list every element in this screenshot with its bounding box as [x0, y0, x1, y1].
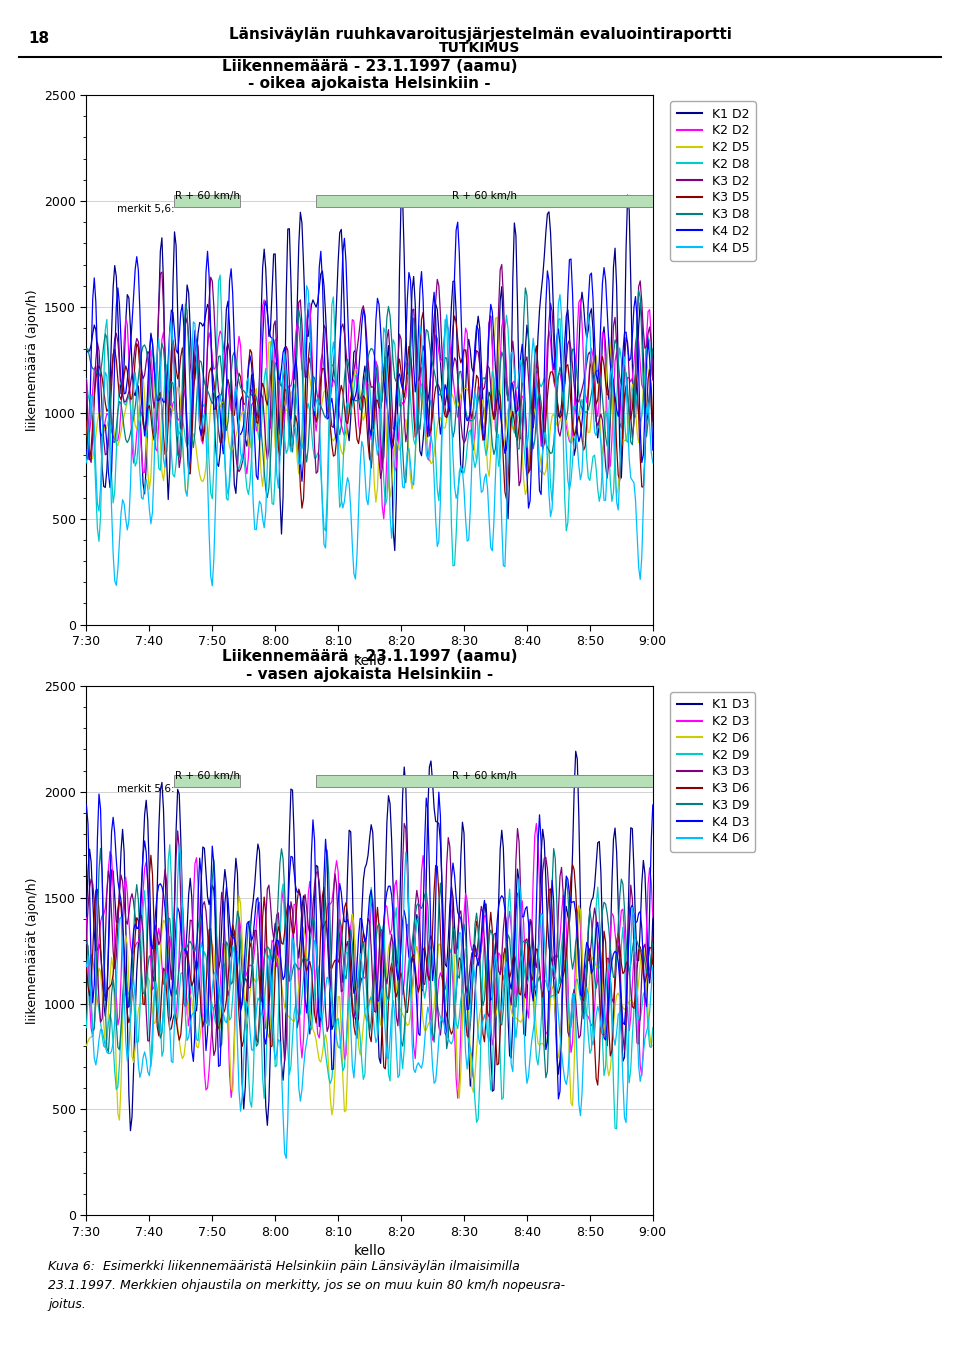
Bar: [316, 775, 653, 788]
Y-axis label: liikennemäärät (ajon/h): liikennemäärät (ajon/h): [26, 877, 38, 1024]
Text: R + 60 km/h: R + 60 km/h: [452, 771, 516, 781]
Title: Liikennemäärä - 23.1.1997 (aamu)
- vasen ajokaista Helsinkiin -: Liikennemäärä - 23.1.1997 (aamu) - vasen…: [222, 649, 517, 682]
Y-axis label: liikennemäärä (ajon/h): liikennemäärä (ajon/h): [26, 289, 38, 430]
Legend: K1 D3, K2 D3, K2 D6, K2 D9, K3 D3, K3 D6, K3 D9, K4 D3, K4 D6: K1 D3, K2 D3, K2 D6, K2 D9, K3 D3, K3 D6…: [670, 693, 756, 851]
Bar: [174, 775, 240, 788]
Text: joitus.: joitus.: [48, 1298, 85, 1312]
Text: R + 60 km/h: R + 60 km/h: [452, 190, 516, 201]
Text: R + 60 km/h: R + 60 km/h: [175, 190, 240, 201]
Text: 18: 18: [29, 31, 50, 46]
Text: merkit 5,6:: merkit 5,6:: [117, 204, 175, 215]
Text: Kuva 6:  Esimerkki liikennemääristä Helsinkiin päin Länsiväylän ilmaisimilla: Kuva 6: Esimerkki liikennemääristä Helsi…: [48, 1260, 519, 1274]
Text: R + 60 km/h: R + 60 km/h: [175, 771, 240, 781]
Text: 23.1.1997. Merkkien ohjaustila on merkitty, jos se on muu kuin 80 km/h nopeusra-: 23.1.1997. Merkkien ohjaustila on merkit…: [48, 1279, 565, 1293]
Bar: [174, 194, 240, 208]
Legend: K1 D2, K2 D2, K2 D5, K2 D8, K3 D2, K3 D5, K3 D8, K4 D2, K4 D5: K1 D2, K2 D2, K2 D5, K2 D8, K3 D2, K3 D5…: [670, 102, 756, 261]
Bar: [316, 194, 653, 208]
Text: Länsiväylän ruuhkavaroitusjärjestelmän evaluointiraportti: Länsiväylän ruuhkavaroitusjärjestelmän e…: [228, 27, 732, 42]
Title: Liikennemäärä - 23.1.1997 (aamu)
- oikea ajokaista Helsinkiin -: Liikennemäärä - 23.1.1997 (aamu) - oikea…: [222, 58, 517, 91]
X-axis label: kello: kello: [353, 1244, 386, 1259]
X-axis label: kello: kello: [353, 653, 386, 668]
Text: TUTKIMUS: TUTKIMUS: [440, 41, 520, 54]
Text: merkit 5,6:: merkit 5,6:: [117, 785, 175, 794]
